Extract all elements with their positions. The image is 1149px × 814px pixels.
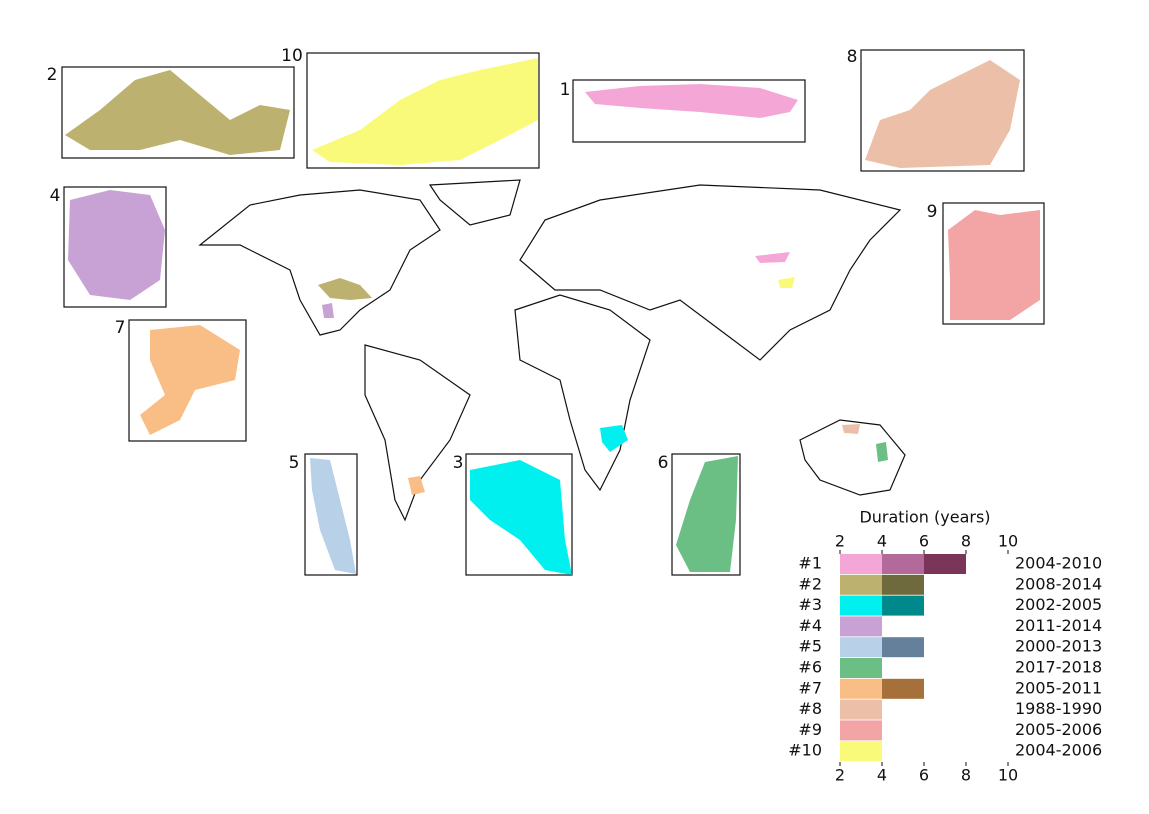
period-label: 2000-2013 — [1015, 637, 1102, 656]
duration-segment — [840, 720, 882, 741]
x-tick-label: 10 — [998, 766, 1018, 785]
legend-title: Duration (years) — [859, 508, 990, 527]
period-label: 2002-2005 — [1015, 595, 1102, 614]
period-label: 1988-1990 — [1015, 699, 1102, 718]
duration-segment — [882, 595, 924, 616]
x-tick-label: 4 — [877, 532, 887, 551]
duration-segment — [840, 741, 882, 762]
duration-legend: Duration (years) 2 2 4 4 6 6 8 8 10 10 #1 2004-2010… — [788, 508, 1102, 785]
duration-segment — [840, 574, 882, 595]
row-label: #5 — [798, 637, 822, 656]
row-label: #1 — [798, 554, 822, 573]
x-tick-label: 2 — [835, 532, 845, 551]
inset-region — [310, 458, 356, 574]
period-label: 2005-2006 — [1015, 720, 1102, 739]
row-label: #10 — [788, 741, 822, 760]
inset-region — [68, 190, 165, 300]
period-label: 2005-2011 — [1015, 678, 1102, 697]
inset-label: 6 — [658, 453, 669, 473]
inset-label: 7 — [115, 318, 126, 338]
inset-label: 3 — [453, 453, 464, 473]
x-tick-label: 6 — [919, 766, 929, 785]
inset-region — [585, 84, 798, 118]
duration-segment — [924, 554, 966, 574]
x-tick-label: 10 — [998, 532, 1018, 551]
duration-segment — [840, 595, 882, 616]
world-map — [198, 179, 906, 522]
period-label: 2008-2014 — [1015, 574, 1102, 593]
inset-region — [140, 325, 240, 435]
period-label: 2004-2010 — [1015, 554, 1102, 573]
inset-region — [948, 210, 1040, 320]
row-label: #3 — [798, 595, 822, 614]
duration-segment — [840, 699, 882, 720]
period-label: 2004-2006 — [1015, 741, 1102, 760]
inset-region — [676, 456, 738, 572]
duration-segment — [882, 554, 924, 574]
duration-segment — [840, 554, 882, 574]
row-label: #9 — [798, 720, 822, 739]
x-tick-label: 8 — [961, 532, 971, 551]
duration-segment — [840, 616, 882, 637]
duration-segment — [882, 678, 924, 699]
inset-label: 5 — [289, 453, 300, 473]
x-tick-label: 8 — [961, 766, 971, 785]
inset-label: 10 — [281, 46, 303, 66]
row-label: #7 — [798, 678, 822, 697]
inset-label: 2 — [47, 65, 58, 85]
row-label: #8 — [798, 699, 822, 718]
inset-label: 1 — [560, 80, 571, 100]
duration-segment — [840, 658, 882, 678]
insets — [61, 49, 1045, 576]
row-label: #2 — [798, 574, 822, 593]
inset-labels: 1 2 3 4 5 6 7 8 9 10 — [47, 46, 938, 473]
duration-segment — [882, 637, 924, 658]
x-tick-label: 2 — [835, 766, 845, 785]
inset-region — [865, 60, 1020, 168]
duration-segment — [882, 574, 924, 595]
x-tick-label: 4 — [877, 766, 887, 785]
inset-label: 9 — [927, 202, 938, 222]
inset-label: 8 — [847, 47, 858, 67]
inset-region — [470, 460, 572, 575]
period-label: 2011-2014 — [1015, 616, 1102, 635]
duration-segment — [840, 637, 882, 658]
x-tick-label: 6 — [919, 532, 929, 551]
period-label: 2017-2018 — [1015, 658, 1102, 677]
inset-label: 4 — [50, 186, 61, 206]
row-label: #4 — [798, 616, 822, 635]
inset-region — [65, 70, 290, 155]
duration-segment — [840, 678, 882, 699]
inset-region — [312, 58, 538, 165]
row-label: #6 — [798, 658, 822, 677]
